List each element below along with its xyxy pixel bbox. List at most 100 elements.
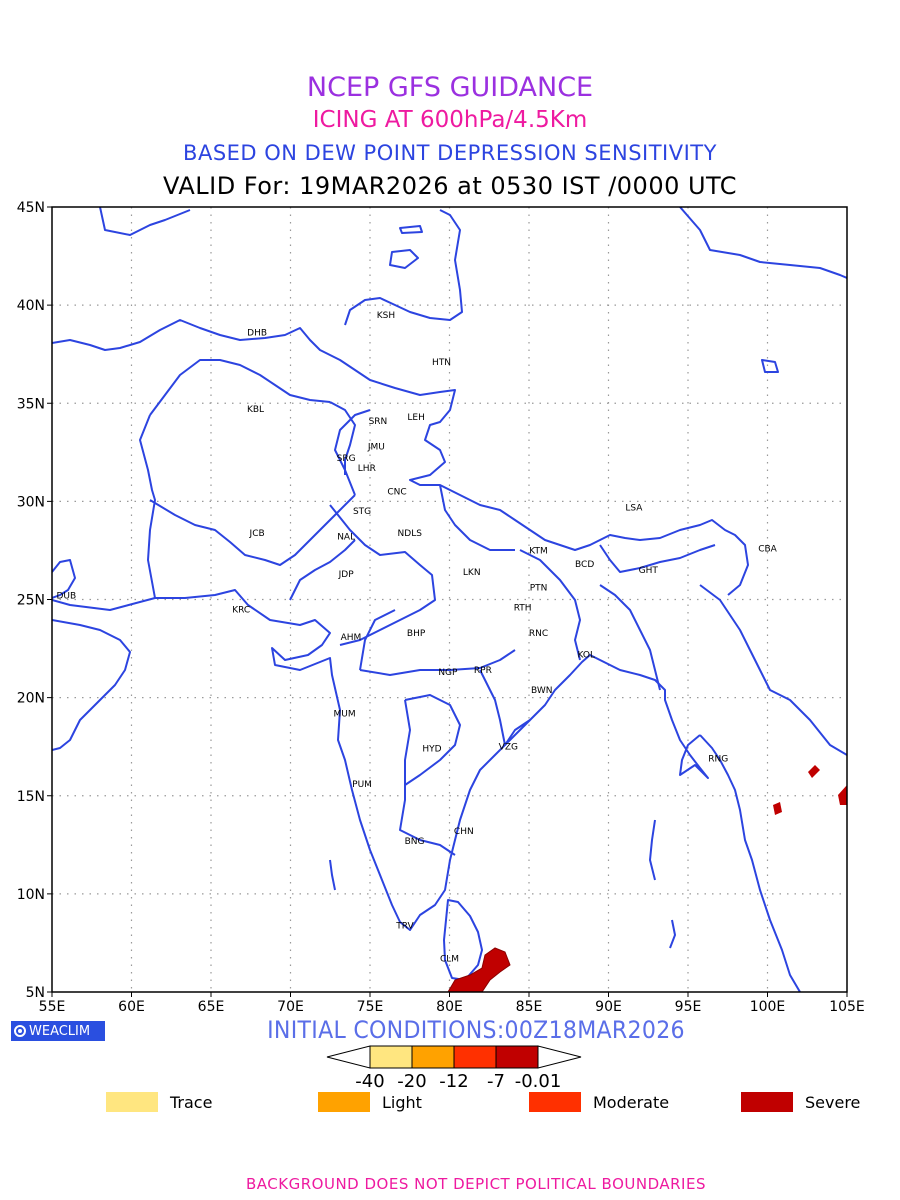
chart-title: NCEP GFS GUIDANCE (306, 72, 594, 103)
lat-tick-label: 5N (26, 985, 45, 1001)
india-coastline (52, 589, 709, 931)
internal-lines-11 (599, 584, 661, 691)
initial-conditions: INITIAL CONDITIONS:00Z18MAR2026 (267, 1016, 685, 1044)
station-label: SRN (369, 417, 388, 427)
station-label: NGP (438, 668, 458, 678)
station-label: RTH (514, 603, 532, 613)
internal-lines-12 (699, 584, 847, 756)
severe-icing-east-1 (773, 802, 782, 815)
legend-item-moderate: Moderate (529, 1092, 669, 1112)
station-label: LHR (358, 464, 376, 474)
station-label: PUM (352, 780, 372, 790)
station-label: HYD (422, 745, 441, 755)
station-label: RNC (529, 629, 548, 639)
oman-coastline (52, 619, 131, 751)
northern-boundary (52, 319, 749, 596)
legend-item-trace: Trace (106, 1092, 212, 1112)
icing-areas (447, 765, 847, 992)
internal-lines-5 (399, 699, 456, 856)
footer-disclaimer: BACKGROUND DOES NOT DEPICT POLITICAL BOU… (246, 1175, 706, 1193)
lake-3 (761, 359, 779, 373)
station-label: KTM (529, 546, 547, 556)
station-label: HTN (432, 358, 451, 368)
lat-tick-label: 10N (17, 887, 45, 903)
lon-tick-label: 95E (675, 999, 702, 1015)
colorbar-label: -12 (439, 1071, 468, 1090)
station-label: KRC (232, 605, 250, 615)
internal-lines-4 (404, 694, 461, 786)
station-label: SRG (337, 454, 356, 464)
kazakh-boundary (99, 207, 191, 236)
lat-lon-grid (52, 207, 847, 992)
colorbar-label: -20 (397, 1071, 426, 1090)
sri-lanka-coastline (443, 899, 483, 981)
internal-lines-2 (359, 649, 516, 676)
station-label: DHB (247, 329, 267, 339)
station-label: JMU (367, 442, 385, 452)
station-label: BHP (407, 629, 426, 639)
internal-lines-7 (519, 549, 581, 661)
logo-text: WEACLIM (29, 1023, 91, 1039)
legend-label-light: Light (382, 1092, 422, 1112)
colorbar: -40 -20 -12 -7 -0.01 (326, 1045, 582, 1090)
mongolia-boundary (679, 207, 847, 279)
internal-lines-14 (289, 539, 356, 601)
lat-tick-label: 40N (17, 298, 45, 314)
legend-label-severe: Severe (805, 1092, 861, 1112)
andaman-islands (649, 819, 656, 881)
internal-lines-1 (329, 504, 436, 646)
station-label: BNG (405, 837, 425, 847)
station-label: AHM (341, 633, 362, 643)
weaclim-logo-icon (14, 1025, 26, 1037)
station-label: CLM (440, 955, 459, 965)
arabia-coastline (52, 559, 76, 599)
lake-2 (399, 225, 423, 234)
station-label: STG (353, 507, 371, 517)
method-caption: BASED ON DEW POINT DEPRESSION SENSITIVIT… (183, 141, 717, 165)
station-label: PTN (530, 584, 548, 594)
internal-lines-9 (334, 409, 371, 496)
pakistan-boundary (149, 494, 356, 566)
lat-tick-label: 30N (17, 494, 45, 510)
afghan-boundary (149, 359, 331, 416)
station-label: CHN (454, 827, 474, 837)
station-label: BCD (575, 560, 594, 570)
coastlines-and-boundaries (52, 207, 847, 992)
colorbar-segment (369, 1045, 413, 1069)
weaclim-logo: WEACLIM (11, 1021, 105, 1041)
legend-swatch-light (318, 1092, 370, 1112)
severe-icing-east-3 (838, 785, 847, 805)
legend-item-severe: Severe (741, 1092, 860, 1112)
station-label: JDP (338, 570, 355, 580)
station-label: LEH (407, 413, 424, 423)
legend-label-moderate: Moderate (593, 1092, 670, 1112)
station-label: JCB (249, 529, 265, 539)
severe-icing-east-2 (808, 765, 820, 778)
lon-tick-label: 90E (595, 999, 622, 1015)
station-label: RPR (474, 666, 492, 676)
legend-label-trace: Trace (170, 1092, 213, 1112)
colorbar-label: -7 (487, 1071, 505, 1090)
lat-tick-label: 35N (17, 396, 45, 412)
myanmar-coastline (699, 734, 801, 992)
station-label: NDLS (398, 529, 423, 539)
colorbar-segment (411, 1045, 455, 1069)
lon-tick-label: 80E (436, 999, 463, 1015)
colorbar-right-triangle (537, 1045, 582, 1069)
nicobar-islands (669, 919, 676, 949)
colorbar-left-triangle (326, 1045, 371, 1069)
legend-item-light: Light (318, 1092, 422, 1112)
chart-subtitle: ICING AT 600hPa/4.5Km (312, 107, 588, 133)
station-label: GHT (639, 566, 659, 576)
station-label: TRV (395, 921, 414, 931)
station-label: VZG (499, 743, 518, 753)
station-label: MUM (333, 709, 355, 719)
lon-tick-label: 75E (357, 999, 384, 1015)
colorbar-segment (453, 1045, 497, 1069)
lat-tick-label: 20N (17, 691, 45, 707)
internal-lines-8 (439, 484, 515, 551)
lon-tick-label: 70E (277, 999, 304, 1015)
internal-lines-13 (599, 544, 716, 573)
lon-tick-label: 85E (516, 999, 543, 1015)
